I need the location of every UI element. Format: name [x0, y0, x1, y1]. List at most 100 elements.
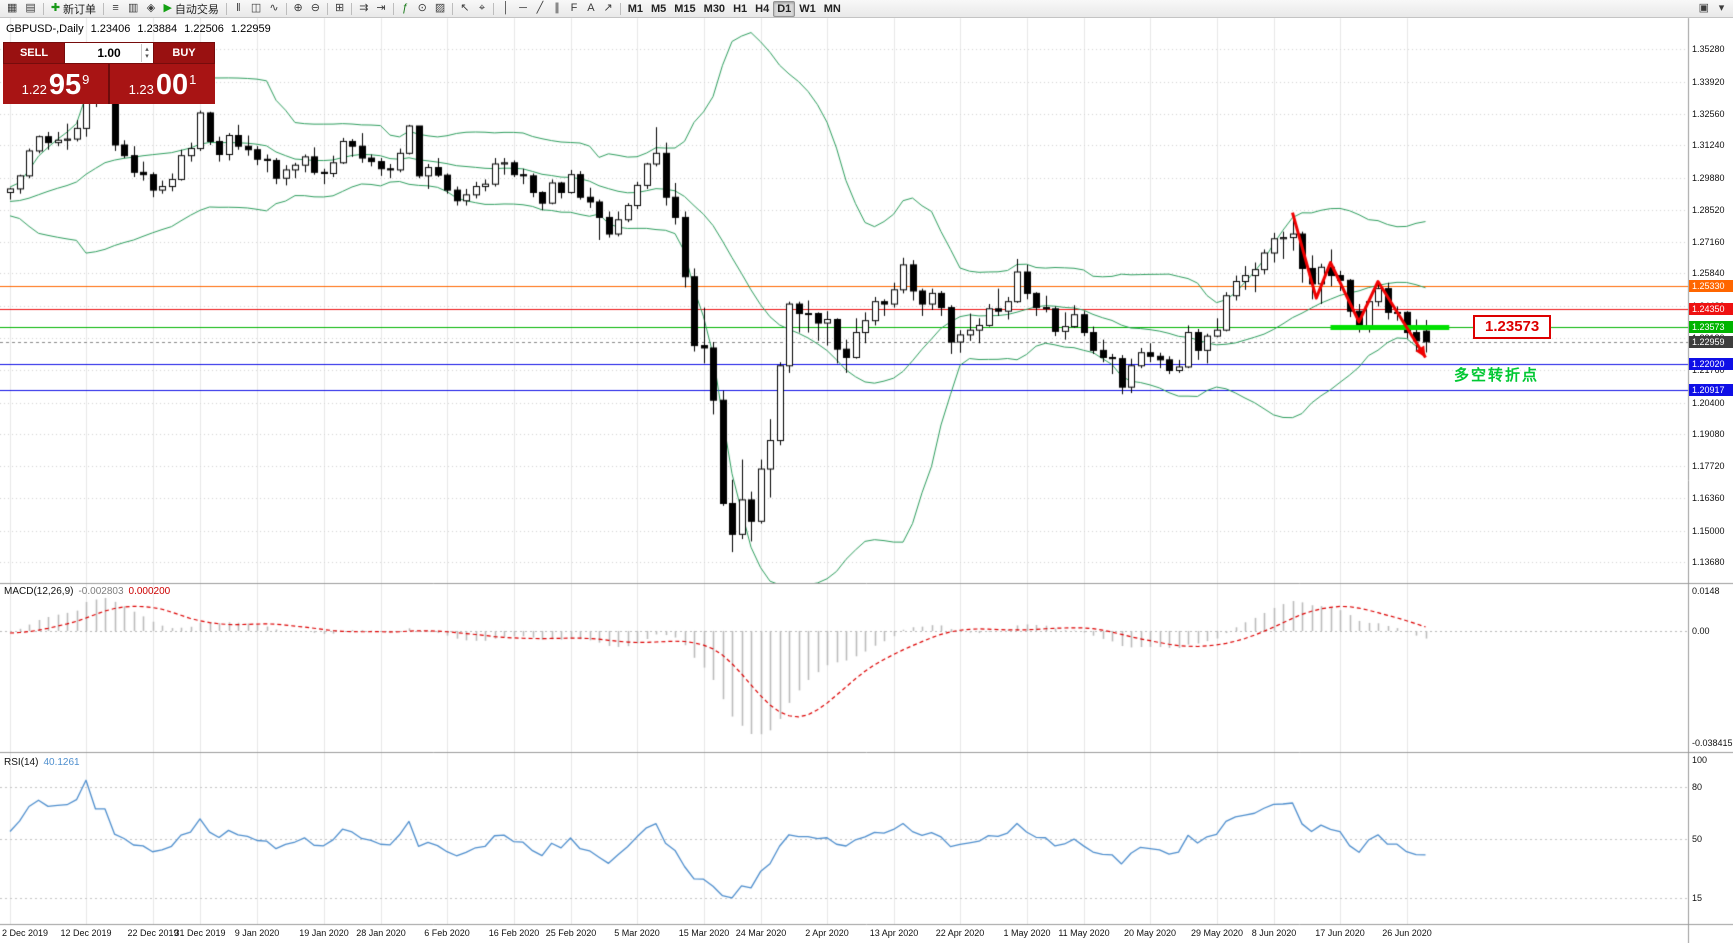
- tf-h4-button[interactable]: H4: [751, 1, 773, 17]
- docking-button[interactable]: ▣: [1695, 1, 1713, 17]
- date-tick-label: 15 Mar 2020: [678, 928, 730, 938]
- rsi-axis-label: 100: [1692, 755, 1708, 765]
- price-callout[interactable]: 1.23573: [1473, 315, 1552, 340]
- periods-button[interactable]: ⊙: [414, 1, 431, 17]
- date-tick-label: 9 Jan 2020: [234, 928, 280, 938]
- macd-indicator-label: MACD(12,26,9) -0.002803 0.000200: [4, 586, 170, 597]
- tf-m5-label: M5: [650, 2, 667, 15]
- tf-m15-button[interactable]: M15: [670, 1, 699, 17]
- rsi-axis-label: 80: [1692, 782, 1703, 792]
- price-tag: 1.20917: [1689, 384, 1733, 396]
- arrows-icon: ↗: [603, 2, 613, 14]
- close-value: 1.22959: [230, 23, 271, 35]
- new-chart-button[interactable]: ▦: [3, 1, 21, 17]
- trendline-icon: ╱: [536, 2, 544, 14]
- equidistant-channel-button[interactable]: ∥: [548, 1, 565, 17]
- horizontal-line-button[interactable]: ─: [514, 1, 531, 17]
- tf-h1-button[interactable]: H1: [729, 1, 751, 17]
- macd-axis-label: -0.038415: [1692, 738, 1733, 748]
- tf-m1-button[interactable]: M1: [624, 1, 647, 17]
- zoom-in-button[interactable]: ⊕: [290, 1, 307, 17]
- candlestick-mode-button[interactable]: ◫: [247, 1, 265, 17]
- rsi-value: 40.1261: [43, 757, 80, 768]
- auto-trading-button[interactable]: ▶ 自动交易: [159, 1, 222, 17]
- price-tag: 1.22020: [1689, 358, 1733, 370]
- trendline-button[interactable]: ╱: [531, 1, 548, 17]
- templates-button[interactable]: ▨: [431, 1, 449, 17]
- line-chart-mode-icon: ∿: [269, 2, 279, 14]
- arrows-button[interactable]: ↗: [599, 1, 616, 17]
- auto-scroll-button[interactable]: ⇉: [355, 1, 372, 17]
- price-tag: 1.23573: [1689, 321, 1733, 333]
- tf-d1-label: D1: [777, 2, 792, 15]
- text-button[interactable]: A: [582, 1, 599, 17]
- volume-up-button[interactable]: ▴: [145, 46, 149, 53]
- volume-spinner: ▴ ▾: [141, 44, 152, 62]
- indicators-button[interactable]: ƒ: [397, 1, 414, 17]
- auto-trading-icon: ▶: [163, 2, 172, 14]
- candlestick-mode-icon: ◫: [250, 2, 262, 14]
- cursor-button[interactable]: ↖: [456, 1, 473, 17]
- data-window-icon: ▥: [128, 2, 139, 14]
- line-chart-mode-button[interactable]: ∿: [265, 1, 282, 17]
- date-tick-label: 2 Dec 2019: [2, 928, 49, 938]
- macd-signal-value: 0.000200: [128, 586, 171, 597]
- rsi-axis-label: 50: [1692, 834, 1703, 844]
- tf-mn-button[interactable]: MN: [820, 1, 845, 17]
- bar-chart-mode-icon: ‖: [236, 2, 241, 14]
- date-tick-label: 12 Dec 2019: [60, 928, 112, 938]
- navigator-button[interactable]: ◈: [142, 1, 159, 17]
- sell-price-small: 1.22: [21, 82, 47, 97]
- toolbar-options-button[interactable]: ▾: [1713, 1, 1730, 17]
- tf-w1-button[interactable]: W1: [795, 1, 820, 17]
- annotation-text[interactable]: 多空转折点: [1454, 367, 1540, 385]
- tf-h1-label: H1: [733, 2, 748, 15]
- tf-mn-label: MN: [823, 2, 841, 15]
- fibonacci-button[interactable]: F: [565, 1, 582, 17]
- sell-price-button[interactable]: 1.22 95 9: [3, 64, 108, 104]
- rsi-axis-label: 15: [1692, 893, 1703, 903]
- volume-down-button[interactable]: ▾: [145, 53, 149, 60]
- price-axis-label: 1.17720: [1692, 461, 1725, 471]
- toolbar-separator: [452, 2, 454, 15]
- chart-shift-button[interactable]: ⇥: [372, 1, 389, 17]
- toolbar-separator: [42, 2, 44, 15]
- buy-button[interactable]: BUY: [153, 42, 215, 64]
- data-window-button[interactable]: ▥: [124, 1, 142, 17]
- auto-trading-label: 自动交易: [174, 3, 219, 16]
- price-axis-label: 1.15000: [1692, 526, 1725, 536]
- market-watch-button[interactable]: ≡: [107, 1, 124, 17]
- buy-price-small: 1.23: [128, 82, 154, 97]
- chart-header: GBPUSD-,Daily 1.23406 1.23884 1.22506 1.…: [6, 23, 271, 35]
- price-axis-label: 1.13680: [1692, 557, 1725, 567]
- tf-m5-button[interactable]: M5: [647, 1, 670, 17]
- chart-profiles-button[interactable]: ▤: [21, 1, 39, 17]
- volume-field[interactable]: 1.00 ▴ ▾: [65, 42, 153, 64]
- price-axis-label: 1.35280: [1692, 44, 1725, 54]
- tile-windows-icon: ⊞: [334, 2, 345, 14]
- tf-m30-button[interactable]: M30: [700, 1, 729, 17]
- new-order-button[interactable]: ✚ 新订单: [47, 1, 100, 17]
- low-value: 1.22506: [184, 23, 224, 35]
- new-order-icon: ✚: [50, 2, 61, 14]
- buy-price-button[interactable]: 1.23 00 1: [110, 64, 215, 104]
- tile-windows-button[interactable]: ⊞: [331, 1, 348, 17]
- navigator-icon: ◈: [146, 2, 156, 14]
- toolbar-separator: [619, 2, 621, 15]
- tf-d1-button[interactable]: D1: [773, 0, 796, 17]
- bar-chart-mode-button[interactable]: ‖: [230, 1, 247, 17]
- macd-name: MACD(12,26,9): [4, 586, 74, 597]
- vertical-line-button[interactable]: │: [497, 1, 514, 17]
- one-click-trading-panel: SELL 1.00 ▴ ▾ BUY 1.22 95 9 1.23 00 1: [3, 42, 215, 104]
- date-tick-label: 13 Apr 2020: [869, 928, 919, 938]
- date-tick-label: 5 Mar 2020: [614, 928, 660, 938]
- zoom-out-button[interactable]: ⊖: [307, 1, 324, 17]
- price-axis-label: 1.21760: [1692, 365, 1725, 375]
- sell-button[interactable]: SELL: [3, 42, 65, 64]
- crosshair-button[interactable]: ⌖: [473, 1, 490, 17]
- macd-axis-label: 0.0148: [1692, 586, 1720, 596]
- date-tick-label: 19 Jan 2020: [299, 928, 349, 938]
- date-tick-label: 24 Mar 2020: [735, 928, 787, 938]
- date-tick-label: 1 May 2020: [1003, 928, 1051, 938]
